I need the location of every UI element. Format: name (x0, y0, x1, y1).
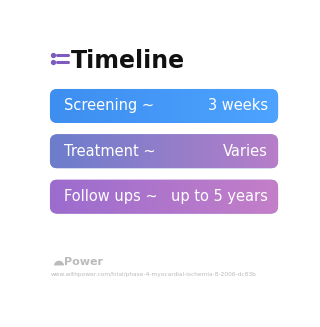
Text: Follow ups ~: Follow ups ~ (64, 189, 157, 204)
Text: ◖: ◖ (51, 259, 64, 266)
FancyBboxPatch shape (50, 180, 278, 214)
Text: Power: Power (64, 257, 102, 267)
Text: Screening ~: Screening ~ (64, 98, 154, 113)
Text: Timeline: Timeline (71, 49, 185, 73)
Text: Varies: Varies (223, 144, 268, 159)
Text: Treatment ~: Treatment ~ (64, 144, 155, 159)
Text: www.withpower.com/trial/phase-4-myocardial-ischemia-8-2006-dc83b: www.withpower.com/trial/phase-4-myocardi… (51, 272, 257, 277)
Text: 3 weeks: 3 weeks (208, 98, 268, 113)
FancyBboxPatch shape (50, 134, 278, 168)
Text: up to 5 years: up to 5 years (171, 189, 268, 204)
FancyBboxPatch shape (50, 89, 278, 123)
